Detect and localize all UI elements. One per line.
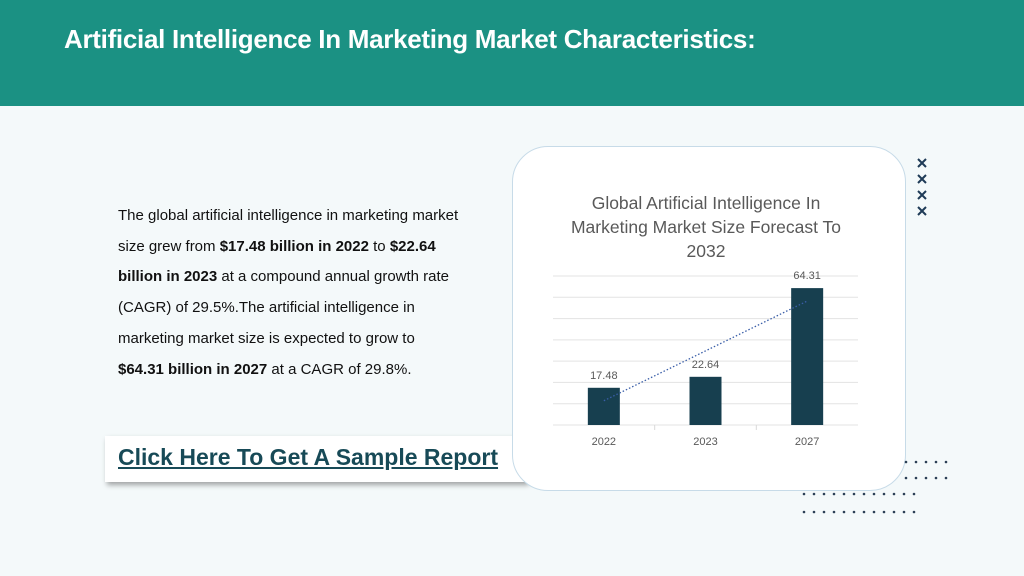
dot (802, 510, 806, 514)
bar (689, 376, 722, 425)
dot (852, 492, 856, 496)
dot (914, 460, 918, 464)
dot (892, 492, 896, 496)
bar (791, 288, 824, 425)
text-segment: to (368, 237, 390, 255)
dot (812, 510, 816, 514)
text-segment: $17.48 billion in 2022 (219, 237, 369, 255)
x-tick-label: 2022 (592, 436, 616, 448)
data-label: 22.64 (692, 359, 720, 371)
dot (872, 492, 876, 496)
data-label: 17.48 (590, 370, 618, 382)
dot (934, 460, 938, 464)
x-tick-label: 2023 (693, 436, 717, 448)
dot (832, 492, 836, 496)
dot (882, 510, 886, 514)
trendline (603, 300, 808, 402)
dot (924, 476, 928, 480)
x-decoration (917, 158, 927, 216)
dot (842, 510, 846, 514)
dot (934, 476, 938, 480)
dot (902, 492, 906, 496)
dot (852, 510, 856, 514)
x-tick-label: 2027 (795, 436, 819, 448)
dot (812, 492, 816, 496)
bar (587, 387, 620, 425)
dot (892, 510, 896, 514)
dot (862, 510, 866, 514)
text-segment: The global artificial intelligence in ma… (118, 207, 459, 255)
paragraph: The global artificial intelligence in ma… (118, 201, 463, 385)
data-label: 64.31 (793, 270, 821, 282)
dot (904, 476, 908, 480)
dot (912, 492, 916, 496)
dot (914, 476, 918, 480)
dot (862, 492, 866, 496)
chart-title: Global Artificial Intelligence In Market… (570, 193, 842, 261)
dot (872, 510, 876, 514)
dot (822, 510, 826, 514)
text-segment: at a compound annual growth rate (CAGR) … (118, 268, 450, 347)
dot (902, 510, 906, 514)
dot (924, 460, 928, 464)
dot (802, 492, 806, 496)
text-segment: $64.31 billion in 2027 (118, 360, 268, 378)
dot (882, 492, 886, 496)
dot (912, 510, 916, 514)
dot (822, 492, 826, 496)
header-band (0, 0, 1024, 106)
dot (842, 492, 846, 496)
sample-report-button[interactable]: Click Here To Get A Sample Report (105, 436, 527, 482)
text-segment: at a CAGR of 29.8%. (267, 360, 412, 378)
button-label[interactable]: Click Here To Get A Sample Report (118, 444, 499, 470)
slide-title: Artificial Intelligence In Marketing Mar… (64, 24, 756, 54)
text-segment: $22.64 billion in 2023 (118, 237, 436, 286)
dot (944, 460, 948, 464)
dot (904, 460, 908, 464)
dot-decoration (802, 460, 948, 514)
dot (944, 476, 948, 480)
dot (832, 510, 836, 514)
